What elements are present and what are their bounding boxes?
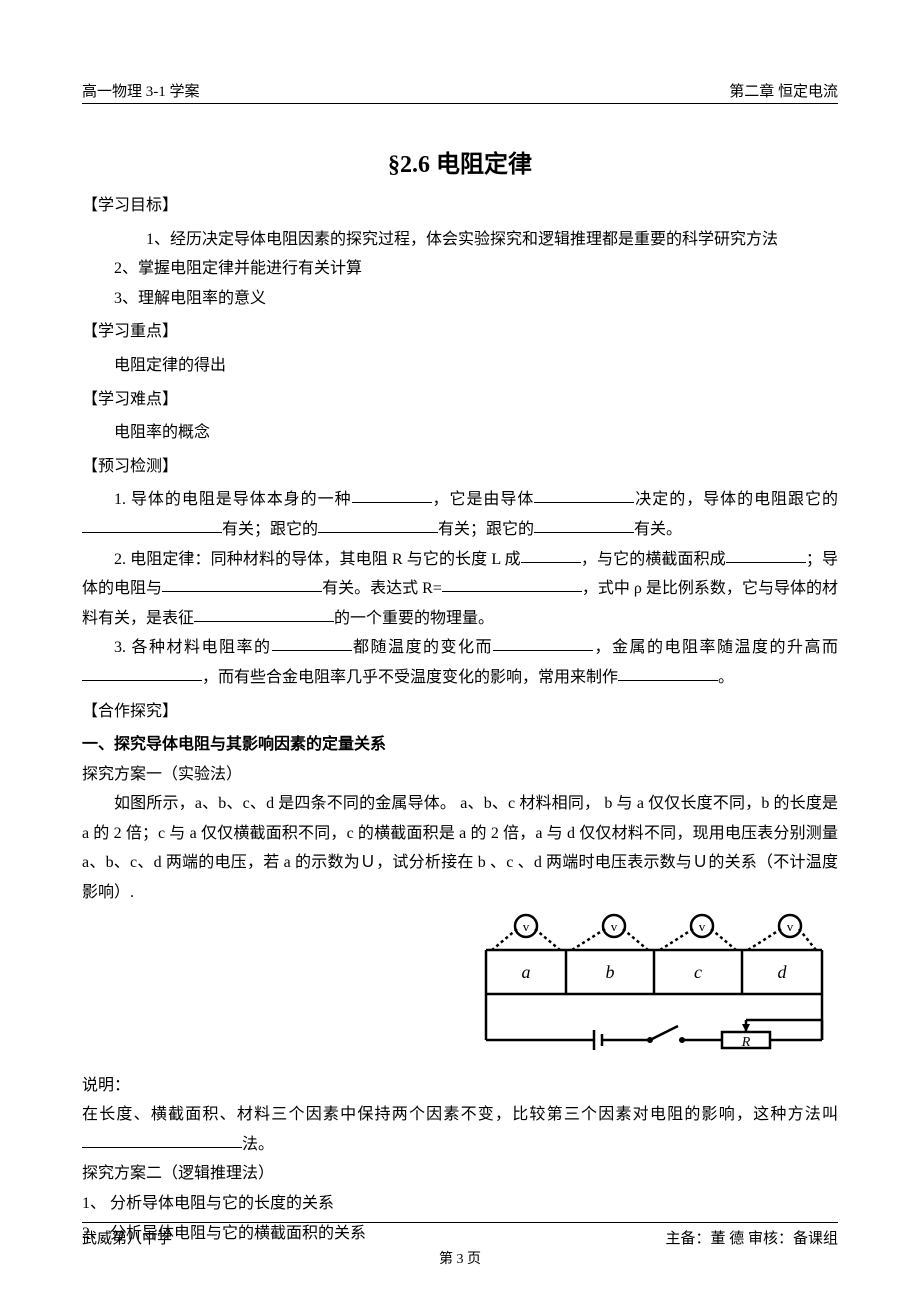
blank — [318, 515, 438, 533]
explain-label: 说明： — [82, 1071, 838, 1101]
scheme1-label: 探究方案一（实验法） — [82, 760, 838, 790]
blank — [726, 545, 806, 563]
explore-label: 【合作探究】 — [82, 697, 838, 727]
blank — [534, 515, 634, 533]
objectives-label: 【学习目标】 — [82, 191, 838, 221]
svg-text:c: c — [694, 962, 702, 982]
blank — [272, 634, 352, 652]
blank — [82, 515, 222, 533]
svg-text:b: b — [606, 962, 615, 982]
objective-1: 1、经历决定导体电阻因素的探究过程，体会实验探究和逻辑推理都是重要的科学研究方法 — [82, 225, 838, 255]
svg-text:a: a — [522, 962, 531, 982]
footer-right: 主备：董 德 审核：备课组 — [665, 1227, 838, 1248]
explain-text: 在长度、横截面积、材料三个因素中保持两个因素不变，比较第三个因素对电阻的影响，这… — [82, 1100, 838, 1159]
keypoint-label: 【学习重点】 — [82, 317, 838, 347]
circuit-svg: a b c d v v v v R — [478, 912, 838, 1062]
blank — [521, 545, 581, 563]
blank — [534, 486, 634, 504]
circuit-diagram: a b c d v v v v R — [478, 912, 838, 1067]
svg-text:v: v — [699, 919, 706, 934]
blank — [194, 604, 334, 622]
difficulty-text: 电阻率的概念 — [82, 418, 838, 448]
blank — [82, 1130, 242, 1148]
blank — [442, 574, 582, 592]
page-header: 高一物理 3-1 学案 第二章 恒定电流 — [82, 80, 838, 104]
scheme2-label: 探究方案二（逻辑推理法） — [82, 1159, 838, 1189]
pretest-item-2: 2. 电阻定律：同种材料的导体，其电阻 R 与它的长度 L 成，与它的横截面积成… — [82, 545, 838, 634]
svg-text:v: v — [611, 919, 618, 934]
svg-text:v: v — [523, 919, 530, 934]
blank — [162, 574, 322, 592]
blank — [493, 634, 593, 652]
keypoint-text: 电阻定律的得出 — [82, 351, 838, 381]
scheme2-item-1: 1、 分析导体电阻与它的长度的关系 — [82, 1189, 838, 1219]
pretest-item-3: 3. 各种材料电阻率的都随温度的变化而，金属的电阻率随温度的升高而，而有些合金电… — [82, 633, 838, 692]
blank — [352, 486, 432, 504]
blank — [618, 663, 718, 681]
doc-title: §2.6 电阻定律 — [82, 144, 838, 179]
explore-heading: 一、探究导体电阻与其影响因素的定量关系 — [82, 730, 838, 760]
pretest-item-1: 1. 导体的电阻是导体本身的一种，它是由导体决定的，导体的电阻跟它的有关；跟它的… — [82, 485, 838, 544]
svg-text:d: d — [778, 962, 788, 982]
blank — [82, 663, 202, 681]
header-left: 高一物理 3-1 学案 — [82, 80, 200, 101]
scheme1-body: 如图所示，a、b、c、d 是四条不同的金属导体。 a、b、c 材料相同， b 与… — [82, 789, 838, 907]
difficulty-label: 【学习难点】 — [82, 385, 838, 415]
header-right: 第二章 恒定电流 — [729, 80, 838, 101]
svg-text:R: R — [741, 1035, 751, 1050]
footer-left: 武威第八中学 — [82, 1227, 172, 1248]
svg-text:v: v — [787, 919, 794, 934]
page-number: 第 3 页 — [0, 1248, 920, 1268]
objective-2: 2、掌握电阻定律并能进行有关计算 — [82, 254, 838, 284]
pretest-label: 【预习检测】 — [82, 452, 838, 482]
page-footer: 武威第八中学 主备：董 德 审核：备课组 — [82, 1222, 838, 1248]
objective-3: 3、理解电阻率的意义 — [82, 284, 838, 314]
